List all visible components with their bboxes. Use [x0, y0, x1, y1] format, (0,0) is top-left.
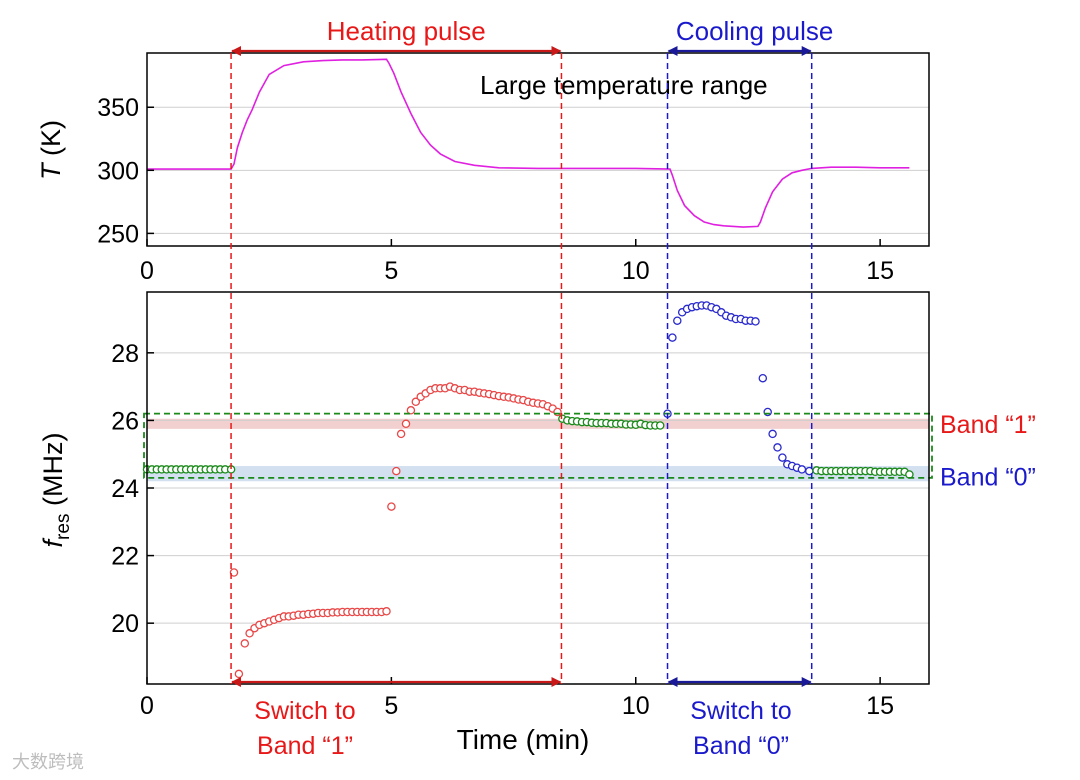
resonance-panel: 20 22 24 26 28 0 5 10 15 Time (min) fres (MHz) B…: [38, 291, 1036, 755]
heating-point: [396, 429, 406, 439]
switch-to-band-1-line1: Switch to: [254, 697, 355, 725]
bottom-y-axis-subscript: res: [53, 514, 74, 540]
heating-point: [229, 568, 239, 577]
bottom-y-axis-symbol: f: [38, 537, 68, 547]
bottom-y-tick-label: 28: [111, 340, 139, 368]
pulse-lines: [230, 53, 813, 684]
cooling-point: [773, 443, 782, 452]
bottom-y-tick-label: 20: [111, 610, 139, 638]
bottom-ticks: 20 22 24 26 28 0 5 10 15: [111, 340, 894, 720]
top-annotation: Large temperature range: [480, 70, 768, 100]
top-y-tick-label: 350: [97, 94, 139, 122]
cooling-point: [778, 453, 787, 462]
heating-point: [401, 419, 411, 429]
band-1-label: Band “1”: [940, 411, 1036, 439]
x-axis-label: Time (min): [457, 724, 590, 755]
heating-pulse-label: Heating pulse: [327, 16, 486, 46]
top-y-axis-symbol: T: [36, 161, 66, 180]
cooling-point: [797, 465, 807, 474]
bottom-y-axis-unit: (MHz): [38, 433, 68, 514]
bottom-gridlines: [147, 352, 929, 624]
heating-point: [392, 466, 401, 476]
bottom-y-tick-label: 22: [111, 543, 139, 571]
band-dashed-box: [143, 412, 933, 479]
bottom-y-tick-label: 24: [111, 475, 139, 503]
heating-point: [234, 669, 244, 679]
band-1-region: [147, 418, 929, 429]
heating-point: [411, 397, 421, 407]
pulse-arrows: [231, 46, 812, 687]
top-ticks: 250 300 350 0 5 10 15: [97, 94, 894, 285]
watermark: 大数跨境: [12, 752, 84, 772]
band-0-label: Band “0”: [940, 464, 1036, 492]
heating-point: [387, 502, 396, 511]
top-x-tick-label: 10: [622, 257, 650, 285]
cooling-point: [758, 373, 768, 383]
bottom-x-tick-label: 5: [384, 692, 398, 720]
cooling-pulse-label: Cooling pulse: [676, 16, 834, 46]
switch-to-band-1-line2: Band “1”: [257, 732, 353, 760]
top-y-axis-label: T (K): [36, 120, 66, 180]
heating-point: [240, 639, 250, 648]
bottom-y-axis-label: fres (MHz): [38, 433, 74, 548]
top-y-axis-unit: (K): [36, 120, 66, 164]
bottom-x-tick-label: 0: [140, 692, 154, 720]
heating-point: [245, 629, 254, 638]
hold-middle-point: [655, 421, 665, 430]
resonance-points: [142, 301, 914, 679]
switch-to-band-0-line2: Band “0”: [693, 732, 789, 760]
top-y-tick-label: 250: [97, 220, 139, 248]
cooling-point: [751, 317, 760, 326]
switch-to-band-0-line1: Switch to: [690, 697, 791, 725]
bottom-x-tick-label: 10: [622, 692, 650, 720]
bottom-y-tick-label: 26: [111, 407, 139, 435]
cooling-point: [768, 429, 777, 439]
heating-point: [382, 607, 391, 616]
top-x-tick-label: 15: [866, 257, 894, 285]
bottom-x-tick-label: 15: [866, 692, 894, 720]
heating-point: [406, 406, 416, 415]
temperature-line: [147, 58, 910, 228]
top-x-tick-label: 5: [384, 257, 398, 285]
top-x-tick-label: 0: [140, 257, 154, 285]
top-y-tick-label: 300: [97, 157, 139, 185]
cooling-point: [673, 316, 682, 325]
cooling-point: [668, 333, 677, 342]
